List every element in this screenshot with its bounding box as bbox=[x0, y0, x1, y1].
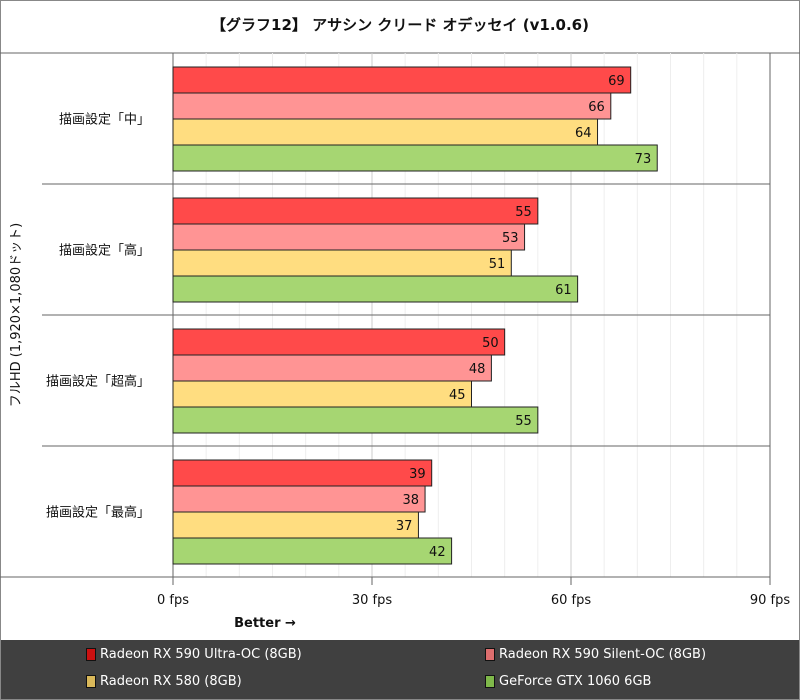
bar bbox=[172, 354, 492, 382]
bar bbox=[172, 144, 658, 172]
x-axis-label: Better → bbox=[234, 616, 296, 631]
data-label: 37 bbox=[396, 519, 413, 534]
data-label: 69 bbox=[608, 74, 625, 89]
data-label: 53 bbox=[502, 231, 519, 246]
bar bbox=[172, 223, 526, 251]
data-label: 55 bbox=[515, 205, 532, 220]
bar bbox=[172, 537, 453, 565]
data-label: 48 bbox=[469, 362, 486, 377]
bar bbox=[172, 92, 612, 120]
data-label: 66 bbox=[588, 100, 605, 115]
bar bbox=[172, 249, 512, 277]
x-tick-label: 90 fps bbox=[750, 593, 791, 608]
legend-swatch bbox=[485, 648, 495, 661]
legend-item: Radeon RX 590 Silent-OC (8GB) bbox=[485, 647, 706, 662]
bar bbox=[172, 406, 539, 434]
bar bbox=[172, 275, 579, 303]
data-label: 38 bbox=[403, 493, 420, 508]
data-label: 50 bbox=[482, 336, 499, 351]
data-label: 64 bbox=[575, 126, 592, 141]
legend: Radeon RX 590 Ultra-OC (8GB) Radeon RX 59… bbox=[1, 640, 799, 699]
bar bbox=[172, 459, 433, 487]
bar bbox=[172, 118, 599, 146]
data-label: 45 bbox=[449, 388, 466, 403]
legend-item: Radeon RX 590 Ultra-OC (8GB) bbox=[86, 647, 302, 662]
category-label: 描画設定「超高」 bbox=[46, 374, 150, 390]
legend-item: GeForce GTX 1060 6GB bbox=[485, 674, 651, 689]
legend-swatch bbox=[485, 675, 495, 688]
legend-swatch bbox=[86, 648, 96, 661]
data-label: 39 bbox=[409, 467, 426, 482]
category-label: 描画設定「高」 bbox=[59, 243, 150, 259]
category-label: 描画設定「中」 bbox=[59, 112, 150, 128]
x-tick-label: 60 fps bbox=[551, 593, 592, 608]
chart-title: 【グラフ12】 アサシン クリード オデッセイ (v1.0.6) bbox=[211, 16, 589, 34]
bar bbox=[172, 380, 472, 408]
legend-item: Radeon RX 580 (8GB) bbox=[86, 674, 242, 689]
legend-label: Radeon RX 590 Silent-OC (8GB) bbox=[499, 647, 707, 662]
data-label: 55 bbox=[515, 414, 532, 429]
x-tick-label: 30 fps bbox=[352, 593, 393, 608]
legend-label: GeForce GTX 1060 6GB bbox=[499, 674, 652, 689]
bar bbox=[172, 485, 426, 513]
bar bbox=[172, 66, 632, 94]
category-label: 描画設定「最高」 bbox=[46, 505, 150, 521]
data-label: 61 bbox=[555, 283, 572, 298]
legend-label: Radeon RX 580 (8GB) bbox=[100, 674, 242, 689]
data-label: 42 bbox=[429, 545, 446, 560]
data-label: 73 bbox=[635, 152, 652, 167]
x-tick-label: 0 fps bbox=[157, 593, 189, 608]
bar bbox=[172, 197, 539, 225]
y-axis-label: フルHD (1,920×1,080ドット) bbox=[9, 223, 24, 407]
data-label: 51 bbox=[489, 257, 506, 272]
bar bbox=[172, 328, 506, 356]
legend-label: Radeon RX 590 Ultra-OC (8GB) bbox=[100, 647, 302, 662]
legend-swatch bbox=[86, 675, 96, 688]
bar bbox=[172, 511, 419, 539]
